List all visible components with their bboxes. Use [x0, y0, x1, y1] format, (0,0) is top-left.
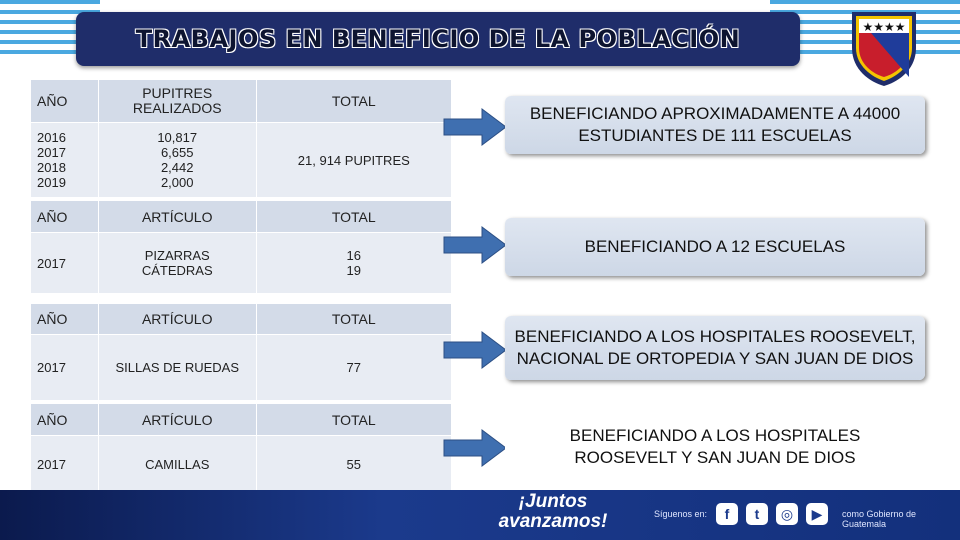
- header-year: AÑO: [30, 79, 99, 123]
- desk-count: 2,000: [160, 175, 194, 190]
- benefit-box-desks: BENEFICIANDO APROXIMADAMENTE A 44000 EST…: [505, 96, 925, 154]
- government-label: como Gobierno de Guatemala: [842, 509, 917, 529]
- shield-logo-icon: ★★★★: [852, 12, 916, 86]
- header-total: TOTAL: [255, 200, 453, 233]
- header-year: AÑO: [30, 200, 99, 233]
- article-total: 16: [346, 248, 362, 263]
- year-value: 2018: [37, 160, 66, 175]
- arrow-right-icon: [443, 429, 507, 467]
- header-total: TOTAL: [255, 403, 453, 436]
- article-name: PIZARRAS: [144, 248, 210, 263]
- header-year: AÑO: [30, 303, 99, 335]
- benefit-text: BENEFICIANDO APROXIMADAMENTE A 44000 EST…: [529, 104, 901, 145]
- arrow-right-icon: [443, 226, 507, 264]
- arrow-right-icon: [443, 108, 507, 146]
- header-year: AÑO: [30, 403, 99, 436]
- totals-cell: 16 19: [255, 232, 453, 294]
- facebook-icon[interactable]: f: [716, 503, 738, 525]
- article-total: 55: [255, 435, 453, 493]
- year-value: 2017: [30, 232, 99, 294]
- instagram-icon[interactable]: ◎: [776, 503, 798, 525]
- benefit-box-stretchers: BENEFICIANDO A LOS HOSPITALES ROOSEVELT …: [505, 420, 925, 474]
- twitter-icon[interactable]: t: [746, 503, 768, 525]
- youtube-icon[interactable]: ▶: [806, 503, 828, 525]
- stretchers-table: AÑO ARTÍCULO TOTAL 2017 CAMILLAS 55: [30, 403, 453, 493]
- footer-slogan: ¡Juntos avanzamos!: [498, 491, 608, 532]
- header-article: ARTÍCULO: [97, 200, 257, 233]
- article-name: CÁTEDRAS: [141, 263, 213, 278]
- year-value: 2016: [37, 130, 66, 145]
- table-header-row: AÑO ARTÍCULO TOTAL: [30, 200, 453, 233]
- desks-cell: 10,817 6,655 2,442 2,000: [97, 122, 257, 198]
- table-header-row: AÑO PUPITRES REALIZADOS TOTAL: [30, 79, 453, 123]
- article-name: SILLAS DE RUEDAS: [97, 334, 257, 401]
- page-title: TRABAJOS EN BENEFICIO DE LA POBLACIÓN: [135, 25, 741, 53]
- svg-text:★★★★: ★★★★: [862, 20, 905, 34]
- article-name: CAMILLAS: [97, 435, 257, 493]
- year-value: 2017: [30, 435, 99, 493]
- desks-total: 21, 914 PUPITRES: [255, 122, 453, 198]
- footer-banner: ¡Juntos avanzamos! Síguenos en: f t ◎ ▶ …: [0, 490, 960, 540]
- benefit-text: BENEFICIANDO A LOS HOSPITALES ROOSEVELT,…: [514, 327, 916, 368]
- table-header-row: AÑO ARTÍCULO TOTAL: [30, 403, 453, 436]
- articles-cell: PIZARRAS CÁTEDRAS: [97, 232, 257, 294]
- wheelchairs-table: AÑO ARTÍCULO TOTAL 2017 SILLAS DE RUEDAS…: [30, 303, 453, 401]
- table-header-row: AÑO ARTÍCULO TOTAL: [30, 303, 453, 335]
- desk-count: 2,442: [160, 160, 194, 175]
- header-article: ARTÍCULO: [97, 303, 257, 335]
- blackboards-table: AÑO ARTÍCULO TOTAL 2017 PIZARRAS CÁTEDRA…: [30, 200, 453, 294]
- years-cell: 2016 2017 2018 2019: [30, 122, 99, 198]
- desk-count: 6,655: [160, 145, 194, 160]
- title-banner: TRABAJOS EN BENEFICIO DE LA POBLACIÓN: [76, 12, 800, 66]
- desks-table: AÑO PUPITRES REALIZADOS TOTAL 2016 2017 …: [30, 79, 453, 198]
- header-desks: PUPITRES REALIZADOS: [97, 79, 257, 123]
- desk-count: 10,817: [157, 130, 198, 145]
- benefit-box-wheelchairs: BENEFICIANDO A LOS HOSPITALES ROOSEVELT,…: [505, 316, 925, 380]
- article-total: 77: [255, 334, 453, 401]
- header-total: TOTAL: [255, 79, 453, 123]
- arrow-right-icon: [443, 331, 507, 369]
- year-value: 2017: [37, 145, 66, 160]
- table-row: 2017 SILLAS DE RUEDAS 77: [30, 334, 453, 401]
- decorative-stripes-left: [0, 0, 100, 60]
- table-row: 2017 PIZARRAS CÁTEDRAS 16 19: [30, 232, 453, 294]
- header-article: ARTÍCULO: [97, 403, 257, 436]
- table-row: 2017 CAMILLAS 55: [30, 435, 453, 493]
- article-total: 19: [346, 263, 362, 278]
- benefit-box-blackboards: BENEFICIANDO A 12 ESCUELAS: [505, 218, 925, 276]
- year-value: 2019: [37, 175, 66, 190]
- year-value: 2017: [30, 334, 99, 401]
- follow-us-label: Síguenos en:: [654, 509, 708, 519]
- benefit-text: BENEFICIANDO A LOS HOSPITALES ROOSEVELT …: [569, 426, 861, 467]
- header-total: TOTAL: [255, 303, 453, 335]
- benefit-text: BENEFICIANDO A 12 ESCUELAS: [584, 237, 846, 256]
- table-row: 2016 2017 2018 2019 10,817 6,655 2,442 2…: [30, 122, 453, 198]
